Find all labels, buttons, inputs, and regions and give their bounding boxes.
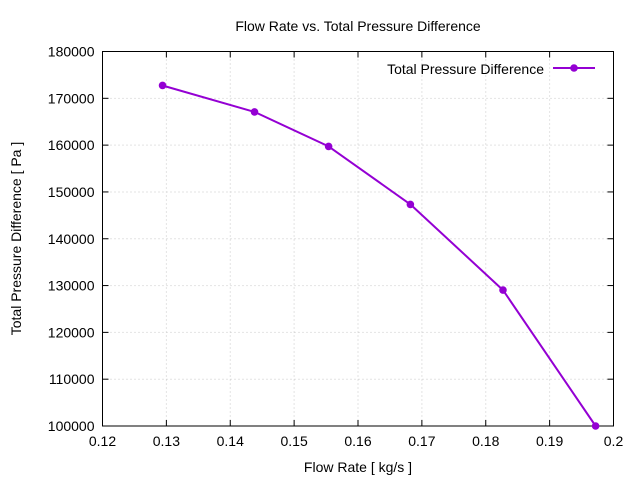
y-tick-label: 110000 [49,371,95,387]
y-tick-label: 140000 [48,231,95,247]
y-tick-label: 180000 [48,44,95,60]
x-tick-label: 0.13 [153,433,180,449]
y-tick-label: 150000 [48,184,95,200]
y-tick-label: 100000 [48,418,95,434]
y-axis-label: Total Pressure Difference [ Pa ] [8,142,24,336]
series-line [162,84,597,427]
x-tick-label: 0.16 [344,433,371,449]
legend-label: Total Pressure Difference [387,61,544,77]
data-point [324,142,333,151]
data-point [591,422,600,430]
x-axis-label: Flow Rate [ kg/s ] [304,459,412,475]
series-layer [158,81,600,430]
grid [102,51,614,426]
axis-ticks: 0.12 0.13 0.14 0.15 0.16 0.17 0.18 0.19 0.2 10000… [48,44,624,450]
x-tick-label: 0.15 [281,433,308,449]
plot-frame [102,51,614,427]
y-tick-label: 130000 [48,278,95,294]
legend: Total Pressure Difference [387,61,595,77]
data-point [406,200,415,209]
y-tick-label: 160000 [48,137,95,153]
x-tick-label: 0.19 [536,433,563,449]
data-point [158,81,167,90]
x-tick-label: 0.17 [408,433,435,449]
x-tick-label: 0.18 [472,433,499,449]
y-tick-label: 120000 [48,324,95,340]
x-tick-label: 0.12 [89,433,116,449]
data-point [499,286,507,294]
data-point [250,108,259,116]
x-tick-label: 0.2 [604,433,624,449]
chart-title: Flow Rate vs. Total Pressure Difference [235,18,481,34]
y-tick-label: 170000 [48,90,95,106]
legend-marker [570,64,578,72]
x-tick-label: 0.14 [217,433,244,449]
